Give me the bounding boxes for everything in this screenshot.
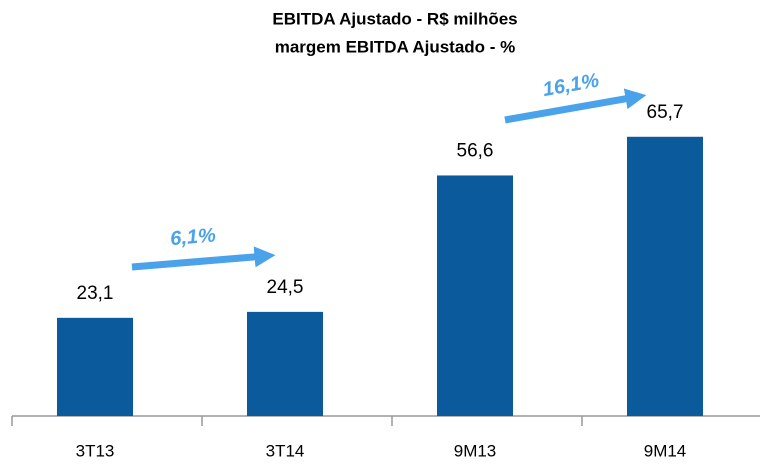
x-tick-label: 9M14 bbox=[644, 441, 687, 460]
annotation-arrow bbox=[504, 88, 647, 124]
x-tick-label: 3T14 bbox=[266, 441, 305, 460]
bar bbox=[627, 136, 703, 416]
annotation-arrow bbox=[131, 246, 276, 271]
chart-title: EBITDA Ajustado - R$ milhões bbox=[272, 9, 517, 28]
x-tick-label: 9M13 bbox=[454, 441, 497, 460]
value-label: 65,7 bbox=[647, 102, 684, 123]
value-label: 56,6 bbox=[457, 140, 494, 161]
x-tick-label: 3T13 bbox=[76, 441, 115, 460]
value-label: 24,5 bbox=[267, 277, 304, 298]
annotation: 6,1% bbox=[169, 224, 217, 250]
bar bbox=[247, 311, 323, 416]
value-label: 23,1 bbox=[77, 283, 114, 304]
annotation: 16,1% bbox=[541, 69, 601, 101]
bar bbox=[437, 175, 513, 416]
bar bbox=[57, 317, 133, 416]
chart-subtitle: margem EBITDA Ajustado - % bbox=[275, 37, 516, 56]
